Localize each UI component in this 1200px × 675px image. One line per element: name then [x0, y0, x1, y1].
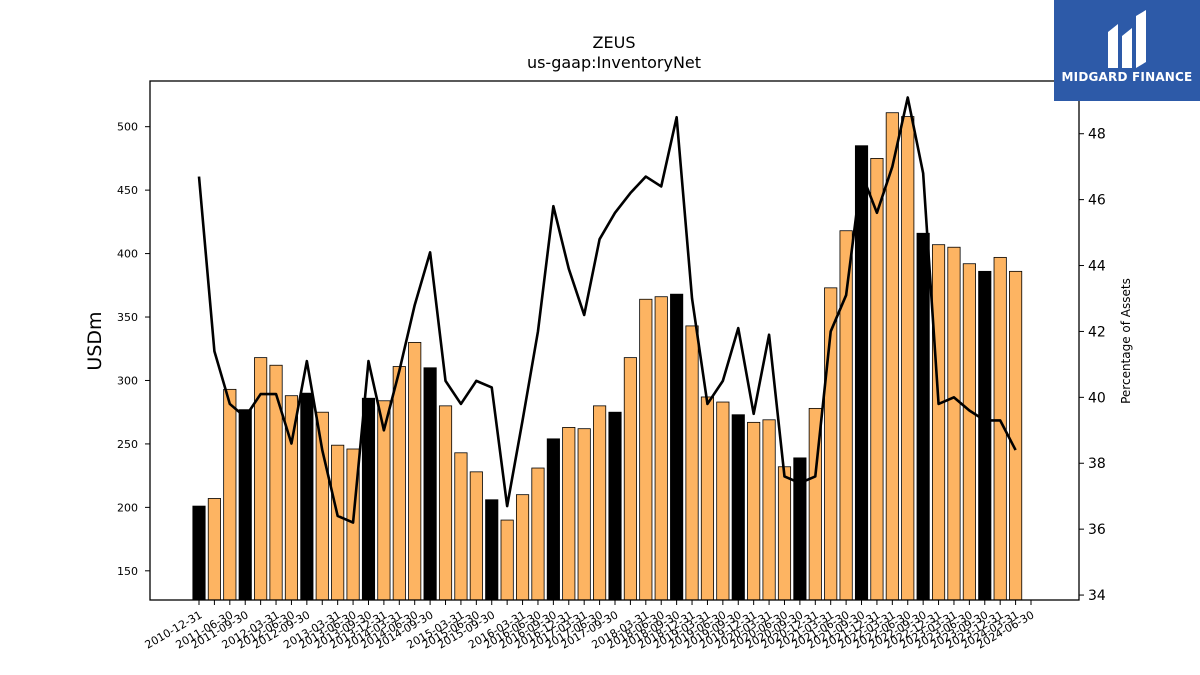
left-tick-label: 250	[117, 438, 138, 451]
right-tick-label: 38	[1088, 456, 1106, 472]
bar	[716, 401, 730, 601]
left-tick-label: 400	[117, 248, 138, 261]
bar	[269, 364, 283, 601]
bar	[947, 246, 961, 601]
bar	[223, 388, 237, 601]
bar	[438, 405, 453, 601]
bar	[731, 414, 745, 601]
bar	[300, 392, 314, 601]
bar	[531, 467, 545, 601]
bar	[593, 405, 607, 601]
bar	[762, 419, 776, 601]
left-tick-label: 300	[117, 374, 138, 387]
bar	[392, 366, 406, 601]
bar	[608, 411, 622, 601]
left-axis: 150 200 250 300 350 400 450 500	[117, 121, 150, 578]
right-tick-label: 40	[1088, 390, 1106, 406]
right-axis-label: Percentage of Assets	[1119, 278, 1133, 404]
line-layer	[197, 96, 1017, 524]
bar	[777, 466, 792, 601]
bar	[931, 244, 946, 601]
chart-title: ZEUS	[593, 33, 636, 52]
right-axis: 34 36 38 40 42 44 46 48	[1079, 127, 1106, 604]
bar	[978, 270, 992, 601]
bar	[408, 341, 422, 601]
right-tick-label: 44	[1088, 259, 1106, 275]
chart-subtitle: us-gaap:InventoryNet	[527, 53, 701, 72]
bar	[747, 421, 761, 601]
left-tick-label: 450	[117, 184, 138, 197]
bar	[870, 158, 884, 601]
bars	[192, 112, 1023, 601]
bar	[454, 452, 468, 601]
right-tick-label: 42	[1088, 324, 1106, 340]
left-axis-label: USDm	[84, 311, 106, 370]
bar	[577, 428, 591, 601]
left-tick-label: 350	[117, 311, 138, 324]
brand-logo: MIDGARD FINANCE	[1054, 0, 1200, 101]
bar	[793, 457, 807, 601]
right-tick-label: 36	[1088, 522, 1106, 538]
bar	[962, 263, 976, 601]
x-axis: 2010-12-312011-06-302011-09-302012-03-31…	[143, 600, 1037, 652]
bar	[546, 438, 560, 601]
bar	[192, 505, 206, 601]
bar	[485, 499, 499, 601]
right-tick-label: 46	[1088, 193, 1106, 209]
bar	[207, 498, 221, 601]
bar	[901, 116, 915, 601]
bar	[423, 367, 437, 601]
left-tick-label: 150	[117, 565, 138, 578]
logo-mark-icon	[1108, 10, 1146, 68]
bar	[469, 471, 483, 601]
bar	[623, 357, 637, 601]
bar	[654, 296, 668, 601]
bar	[1009, 270, 1023, 601]
bar	[639, 298, 653, 601]
bar	[515, 494, 530, 601]
bar	[670, 293, 684, 601]
right-tick-label: 34	[1088, 588, 1106, 604]
bar	[238, 409, 252, 601]
bar	[685, 325, 699, 601]
logo-text: MIDGARD FINANCE	[1061, 70, 1193, 84]
left-tick-label: 200	[117, 501, 138, 514]
bar	[315, 411, 329, 601]
left-tick-label: 500	[117, 121, 138, 134]
right-tick-label: 48	[1088, 127, 1106, 143]
series-line	[197, 96, 1017, 524]
bar	[916, 232, 930, 601]
bar	[562, 427, 576, 601]
bar	[885, 112, 899, 601]
bar	[500, 519, 514, 601]
bar	[331, 444, 345, 601]
bar	[361, 397, 376, 601]
bar	[700, 396, 715, 601]
